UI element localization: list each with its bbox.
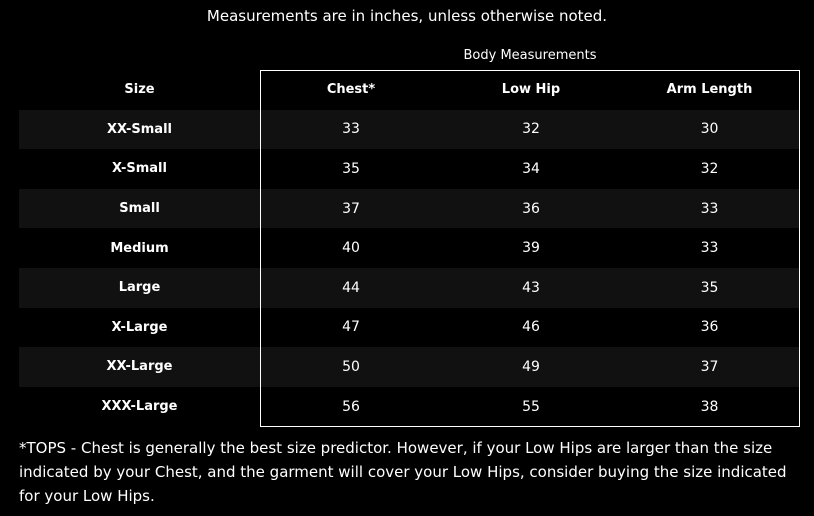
cell-size: Small	[119, 201, 160, 217]
cell-low-hip: 32	[522, 121, 540, 138]
cell-chest: 50	[342, 358, 360, 375]
cell-low-hip: 36	[522, 200, 540, 217]
column-header-arm-length: Arm Length	[666, 82, 753, 98]
cell-size: Medium	[110, 240, 169, 256]
table-header-row: Size Chest* Low Hip Arm Length	[19, 70, 799, 110]
cell-size: XX-Small	[107, 121, 172, 137]
cell-chest: 40	[342, 240, 360, 257]
cell-arm-length: 32	[700, 160, 719, 177]
cell-arm-length: 33	[700, 200, 719, 217]
cell-arm-length: 37	[700, 358, 719, 375]
table-row: Medium 40 39 33	[19, 228, 799, 268]
cell-low-hip: 34	[522, 160, 540, 177]
cell-arm-length: 36	[700, 319, 719, 336]
measurement-note: Measurements are in inches, unless other…	[206, 7, 608, 25]
cell-chest: 35	[342, 160, 360, 177]
cell-size: X-Large	[111, 319, 168, 335]
cell-size: X-Small	[112, 161, 167, 177]
column-header-chest: Chest*	[326, 82, 376, 98]
cell-chest: 56	[342, 398, 360, 415]
cell-chest: 37	[342, 200, 360, 217]
table-row: Large 44 43 35	[19, 267, 799, 308]
table-row: X-Small 35 34 32	[19, 149, 799, 189]
cell-arm-length: 33	[700, 240, 719, 257]
cell-arm-length: 38	[700, 398, 719, 415]
cell-low-hip: 46	[522, 319, 540, 336]
cell-chest: 44	[342, 279, 360, 296]
cell-low-hip: 55	[522, 398, 540, 415]
cell-chest: 47	[342, 319, 360, 336]
table-row: XXX-Large 56 55 38	[19, 387, 799, 427]
cell-arm-length: 30	[700, 121, 719, 138]
cell-chest: 33	[342, 121, 360, 138]
cell-low-hip: 43	[522, 279, 540, 296]
cell-low-hip: 49	[522, 358, 540, 375]
column-header-low-hip: Low Hip	[501, 82, 561, 98]
cell-size: XXX-Large	[101, 399, 178, 415]
footnote: *TOPS - Chest is generally the best size…	[19, 439, 787, 505]
size-chart-table: Size Chest* Low Hip Arm Length XX-Small 3…	[19, 70, 799, 426]
cell-size: XX-Large	[106, 359, 173, 375]
cell-arm-length: 35	[700, 279, 719, 296]
column-header-size: Size	[124, 82, 155, 98]
cell-size: Large	[118, 280, 161, 296]
table-row: XX-Small 33 32 30	[19, 109, 799, 150]
cell-low-hip: 39	[522, 240, 540, 257]
table-row: XX-Large 50 49 37	[19, 347, 799, 387]
table-row: Small 37 36 33	[19, 188, 799, 229]
body-measurements-header: Body Measurements	[463, 48, 597, 63]
table-row: X-Large 47 46 36	[19, 308, 799, 348]
